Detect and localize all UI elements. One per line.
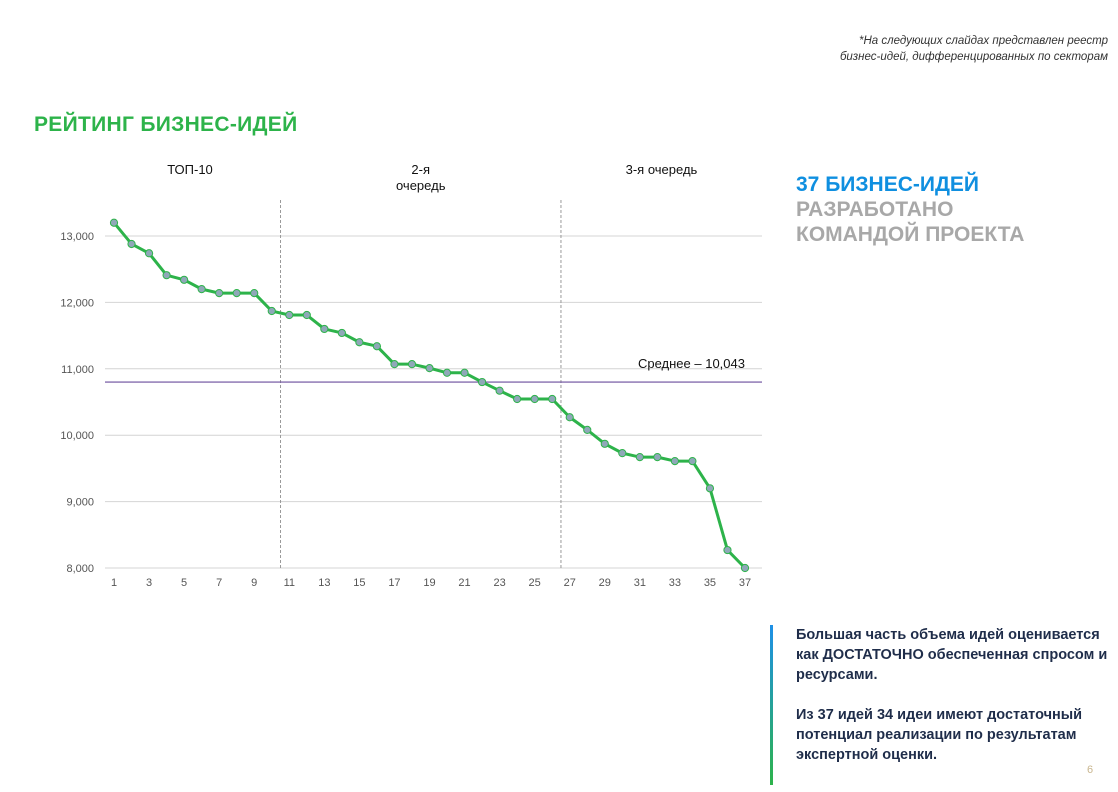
data-point	[127, 239, 136, 249]
data-point	[583, 425, 592, 434]
data-point	[407, 360, 417, 369]
data-point	[215, 289, 224, 298]
data-point	[109, 218, 119, 227]
section-label: 2-я	[411, 162, 430, 177]
data-point	[548, 394, 557, 404]
footnote: *На следующих слайдах представлен реестр…	[839, 35, 1108, 63]
data-point	[600, 439, 609, 448]
y-tick-label: 13,000	[60, 231, 94, 243]
data-point	[320, 324, 329, 334]
x-tick-label: 5	[181, 577, 187, 589]
summary-paragraph-1: Большая часть объема идей оценивается ка…	[796, 627, 1108, 683]
x-tick-label: 15	[353, 577, 365, 589]
x-tick-label: 3	[146, 577, 152, 589]
data-point	[232, 289, 241, 298]
data-point	[688, 456, 697, 466]
x-tick-label: 11	[284, 577, 295, 589]
data-point	[618, 449, 627, 458]
data-point	[425, 364, 434, 373]
data-point	[653, 453, 662, 462]
series-line	[112, 221, 747, 570]
x-tick-label: 23	[493, 577, 505, 589]
page-number: 6	[1087, 764, 1094, 776]
data-point	[390, 360, 399, 369]
headline-count: 37 БИЗНЕС-ИДЕЙ	[796, 173, 980, 196]
x-tick-label: 21	[458, 577, 470, 589]
headline: 37 БИЗНЕС-ИДЕЙ РАЗРАБОТАНО КОМАНДОЙ ПРОЕ…	[796, 172, 1024, 247]
data-point	[635, 453, 644, 462]
data-point	[495, 386, 504, 395]
x-tick-label: 1	[111, 577, 117, 589]
data-point	[513, 394, 522, 404]
data-point	[180, 275, 189, 284]
x-tick-label: 29	[599, 577, 611, 589]
x-tick-label: 7	[216, 577, 222, 589]
data-point	[162, 271, 171, 280]
section-label: ТОП-10	[167, 162, 213, 177]
data-point	[337, 328, 346, 338]
data-point	[267, 306, 276, 316]
x-tick-label: 35	[704, 577, 716, 589]
data-point	[144, 249, 154, 258]
data-point	[740, 563, 750, 573]
y-tick-label: 8,000	[66, 563, 94, 575]
data-point	[355, 338, 364, 347]
y-tick-label: 12,000	[60, 297, 94, 309]
data-point	[705, 484, 715, 493]
summary-paragraph-2: Из 37 идей 34 идеи имеют достаточный пот…	[796, 707, 1083, 763]
x-tick-label: 31	[634, 577, 646, 589]
x-tick-label: 25	[529, 577, 541, 589]
x-tick-label: 27	[564, 577, 576, 589]
data-point	[460, 368, 469, 377]
headline-line3: КОМАНДОЙ ПРОЕКТА	[796, 223, 1025, 246]
x-tick-label: 13	[318, 577, 330, 589]
summary-block: Большая часть объема идей оценивается ка…	[770, 625, 1116, 785]
data-point	[197, 285, 206, 294]
data-point	[670, 456, 679, 466]
x-tick-label: 37	[739, 577, 751, 589]
x-tick-label: 17	[388, 577, 400, 589]
data-point	[302, 310, 311, 320]
data-point	[477, 377, 487, 387]
x-tick-label: 33	[669, 577, 681, 589]
mean-label: Среднее – 10,043	[638, 356, 745, 371]
data-point	[723, 545, 732, 555]
data-point	[530, 394, 539, 404]
data-point	[372, 342, 382, 351]
y-tick-label: 10,000	[60, 430, 94, 442]
section-label: 3-я очередь	[626, 162, 698, 177]
x-tick-label: 19	[423, 577, 435, 589]
data-point	[565, 413, 574, 422]
data-point	[442, 368, 452, 377]
data-point	[250, 289, 259, 298]
page-title: РЕЙТИНГ БИЗНЕС-ИДЕЙ	[34, 113, 298, 136]
section-label: очередь	[396, 178, 446, 193]
y-tick-label: 9,000	[66, 497, 94, 509]
headline-line2: РАЗРАБОТАНО	[796, 198, 954, 221]
x-tick-label: 9	[251, 577, 257, 589]
y-tick-label: 11,000	[61, 364, 94, 376]
data-point	[285, 310, 294, 320]
